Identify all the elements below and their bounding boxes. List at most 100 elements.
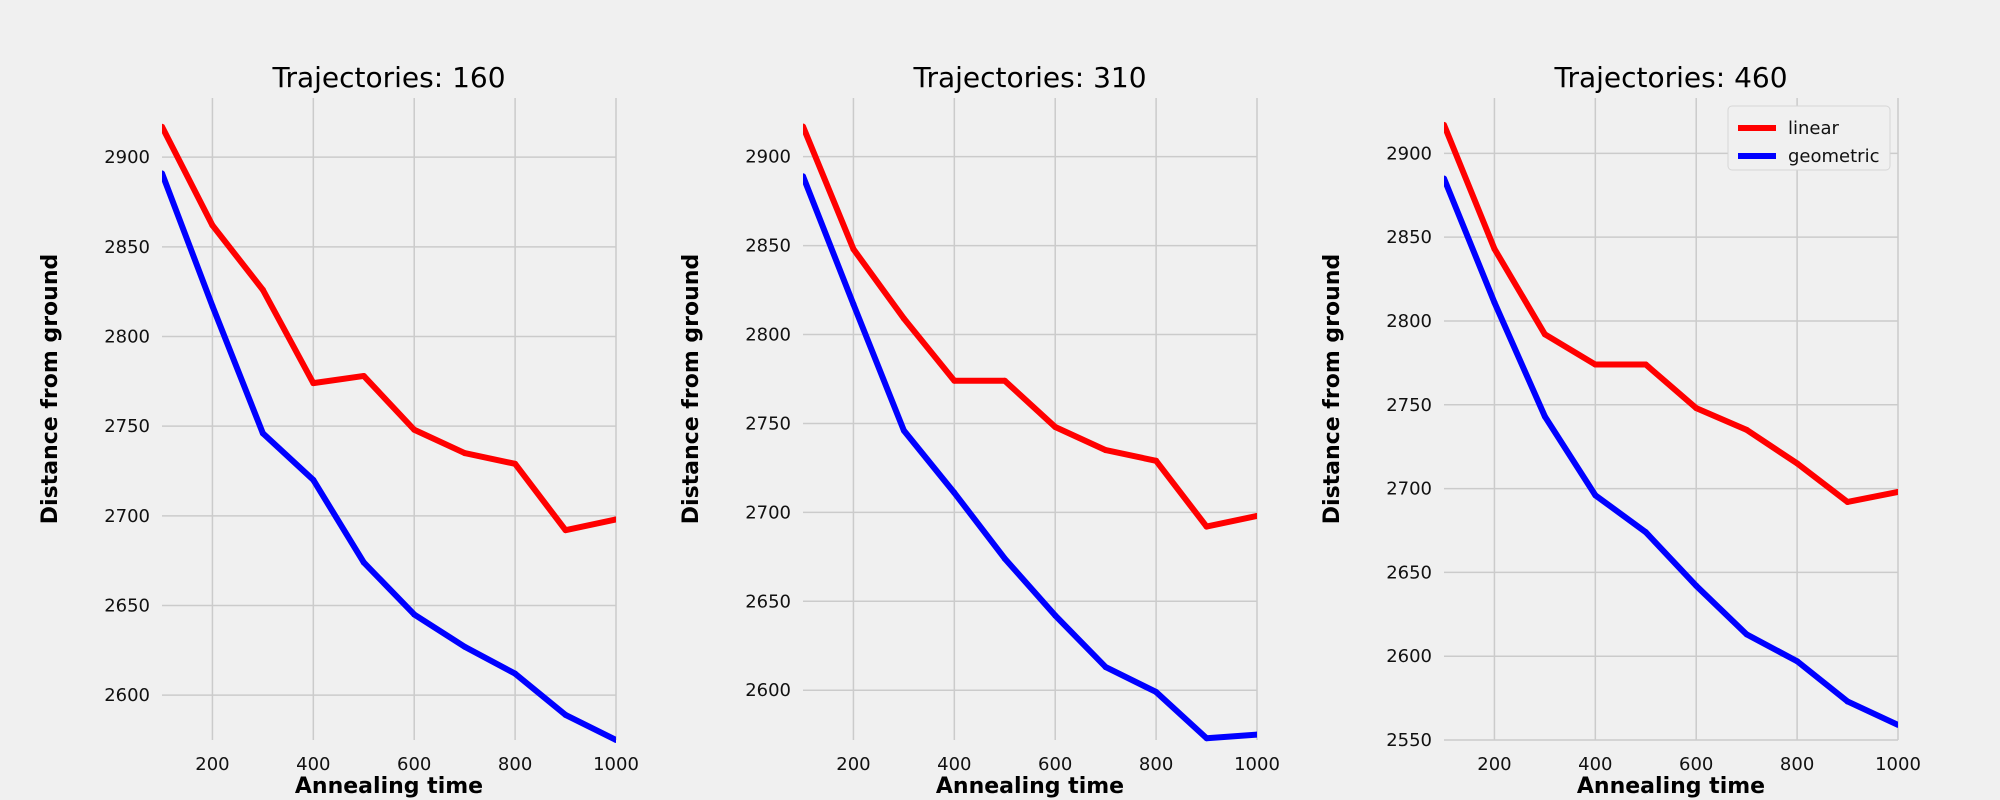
y-tick-label: 2650 (104, 596, 150, 617)
data-point-geometric (209, 303, 216, 310)
x-tick-label: 200 (195, 754, 229, 775)
data-point-geometric (461, 643, 468, 650)
y-tick-label: 2750 (104, 416, 150, 437)
x-tick-label: 1000 (593, 754, 639, 775)
y-tick-label: 2900 (1386, 143, 1432, 164)
data-point-geometric (512, 670, 519, 677)
chart-title: Trajectories: 310 (912, 61, 1146, 94)
data-point-linear (512, 460, 519, 467)
y-tick-label: 2800 (745, 325, 791, 346)
data-point-geometric (1642, 529, 1649, 536)
data-point-linear (1052, 424, 1059, 431)
y-axis-label: Distance from ground (679, 254, 704, 524)
data-point-geometric (803, 173, 806, 180)
x-axis-label: Annealing time (936, 774, 1124, 799)
series-line-geometric (1444, 177, 1898, 728)
x-tick-label: 800 (1139, 754, 1173, 775)
y-tick-label: 2750 (1386, 395, 1432, 416)
data-point-geometric (1102, 664, 1109, 671)
data-point-geometric (951, 489, 958, 496)
data-point-linear (850, 246, 857, 253)
chart-panel-2: 200 400 600 800 1000 2600 2650 2700 2750 2800 2850… (679, 61, 1280, 799)
x-tick-label: 200 (1477, 754, 1511, 775)
data-point-geometric (1794, 658, 1801, 665)
chart-panel-3: 200 400 600 800 1000 2550 2600 2650 2700 2750 2800… (1320, 61, 1921, 799)
chart-title: Trajectories: 160 (271, 61, 505, 94)
data-point-geometric (1052, 612, 1059, 619)
data-point-linear (1541, 331, 1548, 338)
data-point-geometric (1153, 688, 1160, 695)
series-line-geometric (162, 172, 616, 743)
data-point-geometric (1491, 299, 1498, 306)
x-tick-label: 600 (397, 754, 431, 775)
y-tick-label: 2850 (745, 236, 791, 257)
data-point-linear (562, 527, 569, 534)
data-point-geometric (1844, 698, 1851, 705)
legend-label-geometric: geometric (1788, 146, 1879, 167)
x-axis-label: Annealing time (295, 774, 483, 799)
x-tick-label: 400 (1578, 754, 1612, 775)
legend-label-linear: linear (1788, 118, 1840, 139)
y-tick-label: 2600 (104, 685, 150, 706)
data-point-linear (1844, 498, 1851, 505)
data-point-geometric (1592, 492, 1599, 499)
data-point-geometric (613, 737, 616, 743)
data-point-geometric (1203, 735, 1210, 742)
y-tick-label: 2900 (104, 147, 150, 168)
x-tick-label: 800 (498, 754, 532, 775)
y-tick-label: 2700 (104, 506, 150, 527)
x-axis-label: Annealing time (1577, 774, 1765, 799)
y-tick-label: 2800 (1386, 311, 1432, 332)
y-tick-label: 2750 (745, 413, 791, 434)
data-point-geometric (1444, 175, 1447, 182)
x-tick-label: 400 (296, 754, 330, 775)
series-line-linear (162, 125, 616, 534)
legend: linear geometric (1727, 105, 1891, 171)
data-point-linear (360, 372, 367, 379)
y-tick-label: 2850 (1386, 227, 1432, 248)
y-tick-label: 2650 (745, 591, 791, 612)
x-tick-label: 200 (836, 754, 870, 775)
y-tick-label: 2550 (1386, 730, 1432, 751)
y-tick-label: 2650 (1386, 562, 1432, 583)
y-tick-label: 2700 (745, 502, 791, 523)
data-point-geometric (310, 476, 317, 483)
y-tick-label: 2850 (104, 237, 150, 258)
data-point-geometric (259, 430, 266, 437)
data-point-linear (411, 426, 418, 433)
chart-panel-1: 200 400 600 800 1000 2600 2650 2700 2750 2800 2850… (38, 61, 639, 799)
x-tick-label: 1000 (1875, 754, 1921, 775)
data-point-linear (803, 123, 806, 130)
data-point-geometric (1001, 555, 1008, 562)
y-tick-label: 2700 (1386, 479, 1432, 500)
data-point-geometric (360, 559, 367, 566)
data-point-linear (1693, 405, 1700, 412)
data-point-linear (1794, 460, 1801, 467)
data-point-linear (1001, 377, 1008, 384)
data-point-geometric (162, 170, 165, 177)
data-point-linear (310, 380, 317, 387)
y-tick-label: 2600 (1386, 646, 1432, 667)
x-tick-label: 800 (1780, 754, 1814, 775)
data-point-linear (461, 450, 468, 457)
y-axis-label: Distance from ground (38, 254, 63, 524)
data-point-linear (900, 315, 907, 322)
series-line-linear (803, 125, 1257, 530)
data-point-linear (259, 286, 266, 293)
y-tick-label: 2900 (745, 147, 791, 168)
x-tick-label: 1000 (1234, 754, 1280, 775)
data-point-linear (613, 516, 616, 523)
y-axis-label: Distance from ground (1320, 254, 1345, 524)
data-point-linear (1642, 361, 1649, 368)
chart-title: Trajectories: 460 (1553, 61, 1787, 94)
data-point-linear (1491, 245, 1498, 252)
data-point-linear (209, 222, 216, 229)
x-tick-label: 600 (1679, 754, 1713, 775)
data-point-linear (1592, 361, 1599, 368)
x-tick-label: 600 (1038, 754, 1072, 775)
x-tick-label: 400 (937, 754, 971, 775)
data-point-linear (1102, 447, 1109, 454)
data-point-linear (1895, 488, 1898, 495)
data-point-linear (1444, 121, 1447, 128)
